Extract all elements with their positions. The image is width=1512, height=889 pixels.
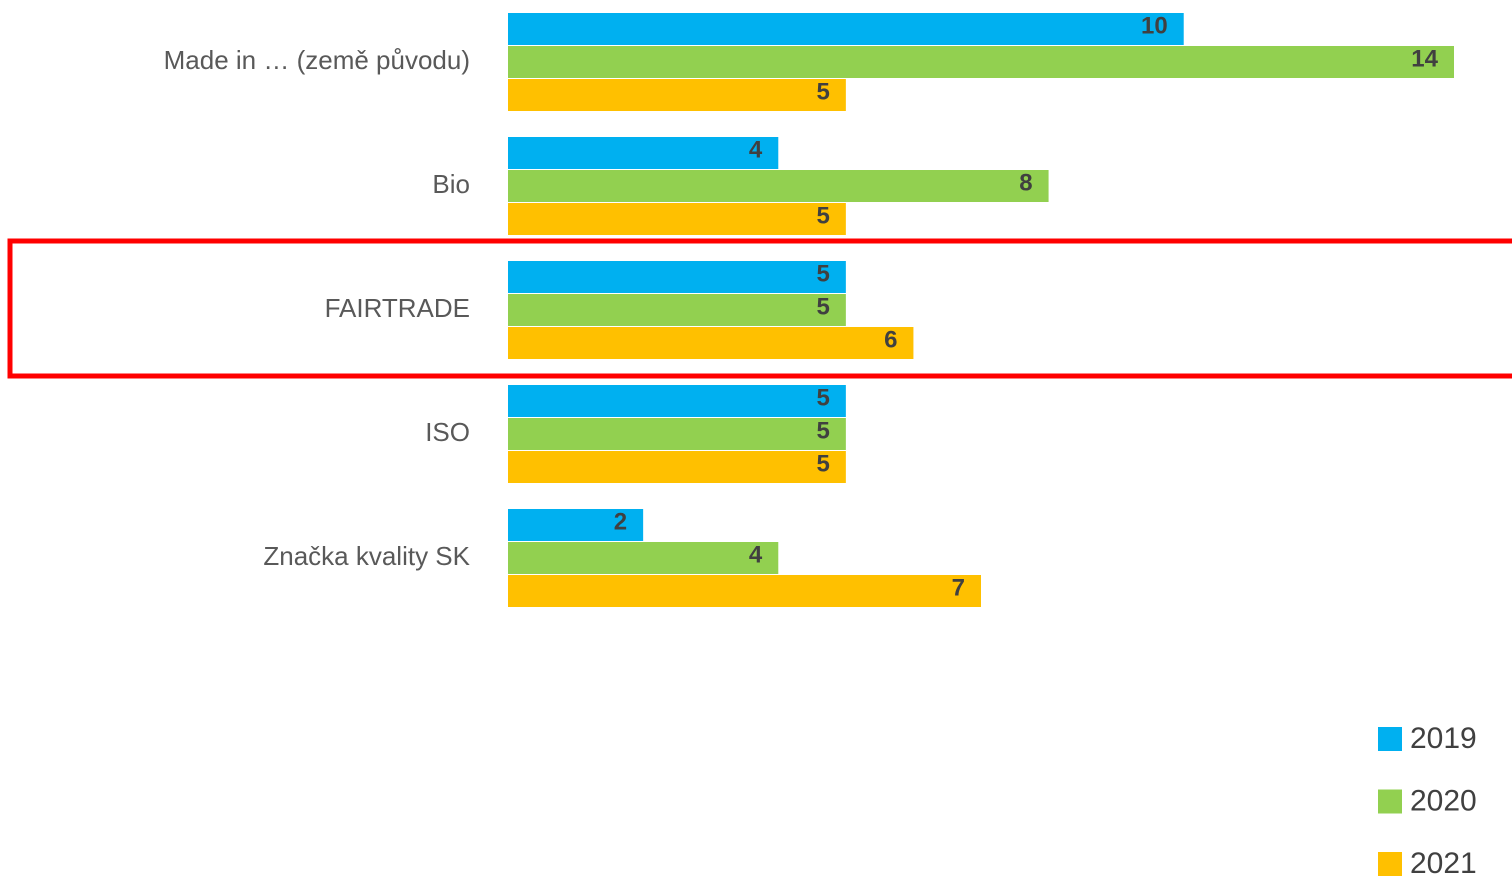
value-label: 5 <box>816 202 829 229</box>
legend-swatch <box>1378 789 1402 814</box>
bar <box>508 385 846 417</box>
bar <box>508 170 1049 202</box>
value-label: 4 <box>749 541 763 568</box>
value-label: 10 <box>1141 12 1168 39</box>
bar <box>508 575 981 607</box>
category-label: FAIRTRADE <box>325 293 470 323</box>
legend-label: 2021 <box>1410 847 1477 880</box>
bar <box>508 542 779 574</box>
bar <box>508 261 846 293</box>
value-label: 2 <box>614 508 627 535</box>
legend-swatch <box>1378 727 1402 751</box>
bar <box>508 46 1454 78</box>
value-label: 5 <box>816 78 829 105</box>
category-label: ISO <box>425 417 470 447</box>
bar <box>508 451 846 483</box>
bar <box>508 418 846 450</box>
bar <box>508 509 644 541</box>
value-label: 14 <box>1411 45 1438 72</box>
category-label: Bio <box>432 169 470 199</box>
value-label: 7 <box>952 574 965 601</box>
legend-label: 2019 <box>1410 722 1477 755</box>
value-label: 5 <box>816 417 829 444</box>
bar <box>508 137 779 169</box>
value-label: 5 <box>816 260 829 287</box>
bar <box>508 327 914 359</box>
category-label: Značka kvality SK <box>263 541 470 571</box>
value-label: 4 <box>749 136 763 163</box>
value-label: 6 <box>884 326 897 353</box>
value-label: 5 <box>816 293 829 320</box>
legend-swatch <box>1378 852 1402 876</box>
value-label: 5 <box>816 450 829 477</box>
category-label: Made in … (země původu) <box>164 45 470 75</box>
legend-label: 2020 <box>1410 784 1477 817</box>
bar <box>508 79 846 111</box>
bar <box>508 203 846 235</box>
highlight-box <box>7 238 1512 379</box>
value-label: 5 <box>816 384 829 411</box>
bar <box>508 294 846 326</box>
value-label: 8 <box>1019 169 1032 196</box>
bar <box>508 13 1184 45</box>
